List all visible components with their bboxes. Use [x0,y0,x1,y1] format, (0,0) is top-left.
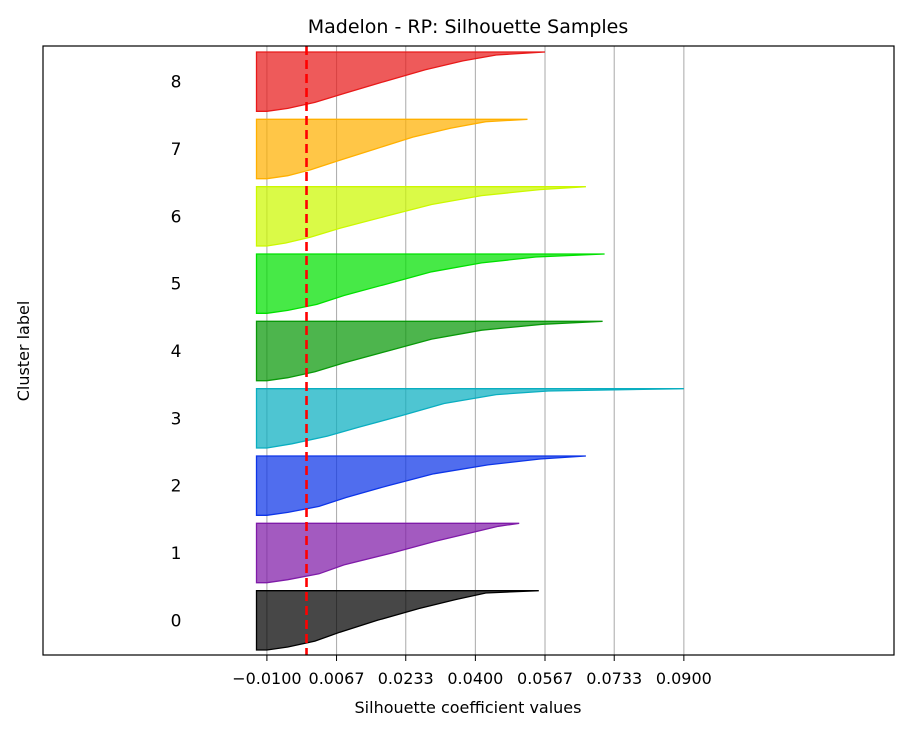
x-tick-label: 0.0733 [586,669,642,688]
cluster-band-0 [255,590,539,651]
cluster-band-3 [255,388,684,449]
cluster-label-6: 6 [171,207,182,227]
cluster-label-4: 4 [171,342,182,362]
cluster-labels: 0 1 2 3 4 5 6 7 8 [171,73,182,632]
cluster-band-4 [255,320,603,382]
cluster-label-8: 8 [171,73,182,93]
x-axis-label: Silhouette coefficient values [355,698,582,717]
cluster-label-7: 7 [171,140,182,160]
x-tick-label: 0.0900 [656,669,712,688]
cluster-label-5: 5 [171,275,182,295]
x-tick-label: 0.0233 [378,669,434,688]
cluster-band-7 [255,118,528,180]
x-tick-label: 0.0067 [309,669,365,688]
cluster-bands [255,51,684,651]
x-tick-label: 0.0567 [517,669,573,688]
x-tick-label: 0.0400 [447,669,503,688]
cluster-label-2: 2 [171,477,182,497]
plot-frame [42,45,895,656]
cluster-label-1: 1 [171,544,182,564]
cluster-band-2 [255,455,586,516]
cluster-band-1 [255,522,520,584]
cluster-band-6 [255,186,586,247]
cluster-band-8 [255,51,546,112]
chart-title: Madelon - RP: Silhouette Samples [308,16,629,38]
cluster-label-3: 3 [171,409,182,429]
cluster-label-0: 0 [171,611,182,631]
x-tick-label: −0.0100 [232,669,301,688]
cluster-band-5 [255,253,605,314]
x-axis-ticks: −0.0100 0.0067 0.0233 0.0400 0.0567 0.0733 0.0… [232,655,712,688]
y-axis-label: Cluster label [14,301,33,402]
